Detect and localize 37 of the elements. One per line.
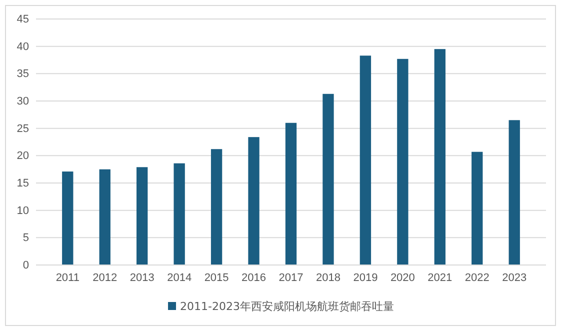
bar bbox=[174, 163, 185, 265]
x-tick-label: 2021 bbox=[428, 272, 452, 284]
y-tick-label: 10 bbox=[16, 204, 29, 217]
bar bbox=[360, 56, 372, 265]
y-tick-label: 45 bbox=[16, 14, 29, 26]
x-tick-label: 2016 bbox=[242, 272, 266, 284]
y-tick-label: 0 bbox=[22, 260, 29, 272]
bar bbox=[136, 167, 148, 265]
bar bbox=[285, 122, 297, 265]
x-tick-label: 2011 bbox=[56, 272, 80, 284]
y-tick-label: 15 bbox=[16, 178, 29, 190]
x-tick-label: 2018 bbox=[316, 272, 340, 284]
x-tick-label: 2013 bbox=[130, 272, 154, 284]
bar bbox=[210, 149, 222, 265]
x-tick-label: 2019 bbox=[353, 272, 378, 284]
y-tick-label: 25 bbox=[16, 122, 29, 135]
bar bbox=[434, 49, 446, 265]
y-tick-label: 30 bbox=[16, 96, 29, 108]
y-tick-label: 35 bbox=[16, 68, 29, 80]
x-tick-label: 2017 bbox=[278, 272, 304, 284]
x-tick-label: 2022 bbox=[464, 272, 490, 284]
x-tick-label: 2014 bbox=[167, 272, 192, 284]
x-tick-label: 2020 bbox=[390, 272, 415, 284]
bar bbox=[322, 94, 334, 265]
bar bbox=[508, 120, 520, 265]
x-tick-label: 2012 bbox=[92, 272, 118, 284]
x-tick-label: 2023 bbox=[502, 272, 527, 284]
y-tick-label: 20 bbox=[16, 150, 29, 162]
bar bbox=[472, 152, 483, 265]
bar bbox=[397, 58, 408, 265]
bar bbox=[62, 172, 74, 265]
x-tick-label: 2015 bbox=[204, 272, 229, 284]
bar bbox=[248, 137, 260, 265]
legend-label: 2011-2023年西安咸阳机场航班货邮吞吐量 bbox=[180, 300, 394, 313]
bar bbox=[99, 169, 110, 265]
y-tick-label: 40 bbox=[16, 40, 29, 53]
y-tick-label: 5 bbox=[22, 232, 29, 244]
